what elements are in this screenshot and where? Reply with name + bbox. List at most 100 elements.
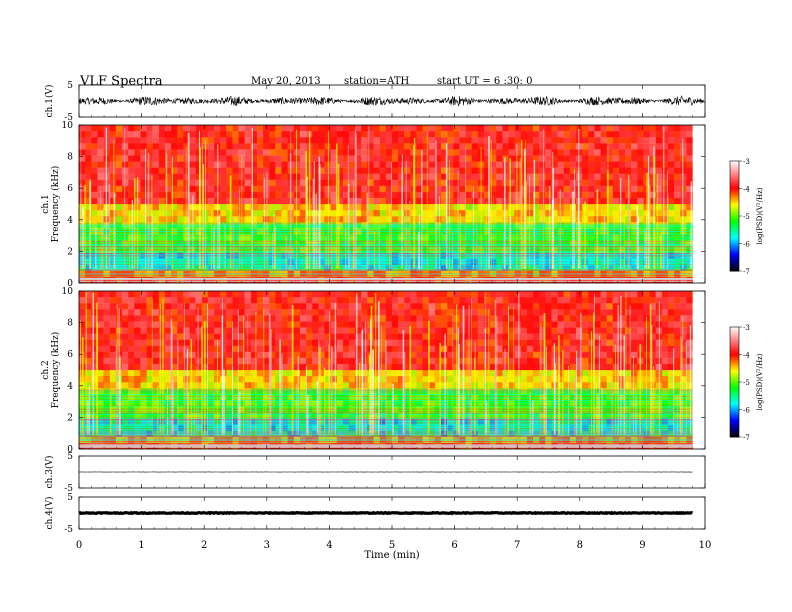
- ch1-cell: [490, 131, 497, 138]
- ch1-cell: [459, 276, 466, 284]
- ch1-cell: [539, 173, 546, 181]
- ch2-cell: [164, 400, 172, 407]
- ch1-cell: [680, 252, 687, 260]
- ch1-cell: [152, 276, 160, 284]
- ch2-cell: [287, 291, 295, 298]
- ch2-cell: [569, 303, 577, 310]
- ch1-cell: [661, 240, 669, 247]
- ch1-cell: [453, 155, 460, 162]
- ch2-cell: [275, 315, 282, 322]
- ch1-cell: [244, 252, 252, 260]
- ch1-cell: [582, 137, 589, 144]
- ch2-cell: [557, 357, 564, 365]
- ch1-cell: [109, 143, 117, 150]
- ch1-cell: [79, 264, 86, 272]
- ch2-cell: [416, 321, 423, 328]
- ch1-cell: [631, 210, 638, 217]
- ch1-cell: [674, 234, 681, 241]
- ch2-cell: [441, 400, 448, 407]
- ch1-cell: [655, 149, 663, 156]
- ch2-cell: [318, 406, 325, 413]
- ch2-cell: [250, 382, 258, 389]
- ch1-cell: [355, 234, 362, 241]
- ch1-cell: [588, 216, 595, 223]
- ch1-cell: [312, 173, 319, 181]
- ch2-cell: [263, 351, 270, 359]
- ch2-cell: [140, 363, 147, 371]
- ch2-cell: [275, 376, 282, 383]
- ch1-cell: [631, 240, 638, 247]
- ch1-cell: [434, 204, 442, 211]
- ch1-cell: [502, 155, 509, 162]
- ch1-cell: [471, 264, 479, 272]
- ch1-cell: [404, 216, 411, 223]
- ch1-cell: [526, 210, 534, 217]
- ch1-cell: [447, 125, 454, 132]
- ch2-cell: [539, 309, 546, 316]
- ch1-cell: [379, 173, 387, 181]
- ch2-cell: [508, 333, 515, 340]
- ch1-cell: [631, 252, 638, 260]
- ch2-cell: [563, 418, 571, 426]
- ch1-cell: [195, 161, 203, 168]
- ch1-cell: [348, 161, 356, 168]
- ch1-cell: [490, 155, 497, 162]
- ch2-cell: [306, 382, 313, 389]
- ch2-cell: [263, 376, 270, 383]
- ch1-cell: [569, 173, 577, 181]
- ch1-cell: [385, 185, 393, 193]
- ch1-cell: [416, 179, 423, 187]
- ch2-cell: [207, 370, 215, 377]
- ch1-cell: [575, 276, 583, 284]
- ch2-cell: [422, 321, 429, 328]
- ch2-cell: [312, 363, 319, 371]
- ch1-cell: [649, 264, 656, 272]
- ch2-cell: [563, 370, 571, 377]
- ch1-cell: [391, 131, 399, 138]
- ch1-cell: [428, 276, 436, 284]
- ch2-cell: [281, 363, 288, 371]
- ch1-cell: [674, 179, 681, 187]
- ch2-cell: [539, 297, 546, 304]
- ch1-cell: [318, 125, 325, 132]
- ch1-cell: [146, 173, 153, 181]
- ch2-cell: [140, 357, 147, 365]
- ch2-cell: [195, 291, 203, 298]
- ch2-cell: [183, 291, 190, 298]
- ch2-cell: [318, 412, 325, 419]
- ch2-cell: [459, 400, 466, 407]
- ch1-cell: [269, 276, 276, 284]
- ch1-cell: [250, 252, 258, 260]
- ch2-cell: [459, 333, 466, 340]
- ch2-cell: [348, 291, 356, 298]
- ch1-cell: [171, 210, 178, 217]
- ch2-cell: [410, 351, 417, 359]
- ch1-cell: [250, 234, 258, 241]
- ch1-cell: [128, 179, 135, 187]
- ch2-cell: [441, 412, 448, 419]
- ch2-cell: [263, 309, 270, 316]
- ch2-cell: [391, 315, 399, 322]
- ch2-cell: [263, 357, 270, 365]
- ch1-cell: [312, 191, 319, 199]
- ch2-cell: [526, 321, 534, 328]
- ch2-cell: [312, 412, 319, 419]
- ch1-cell: [226, 240, 233, 247]
- ch1-cell: [533, 276, 540, 284]
- ch2-cell: [293, 345, 301, 353]
- ch1-cell: [281, 143, 288, 150]
- ch2-cell: [441, 291, 448, 298]
- ch1-cell: [526, 276, 534, 284]
- ch1-cell: [428, 210, 436, 217]
- ch2-cell: [293, 321, 301, 328]
- ch1-cell: [220, 173, 227, 181]
- ch1-cell: [348, 234, 356, 241]
- ch1-cell: [539, 149, 546, 156]
- ch1-cell: [355, 252, 362, 260]
- ch2-cell: [250, 370, 258, 377]
- ch2-cell: [502, 321, 509, 328]
- ch2-cell: [146, 327, 153, 334]
- ch1-cell: [502, 143, 509, 150]
- ch2-cell: [97, 303, 104, 310]
- ch1-cell: [85, 234, 92, 241]
